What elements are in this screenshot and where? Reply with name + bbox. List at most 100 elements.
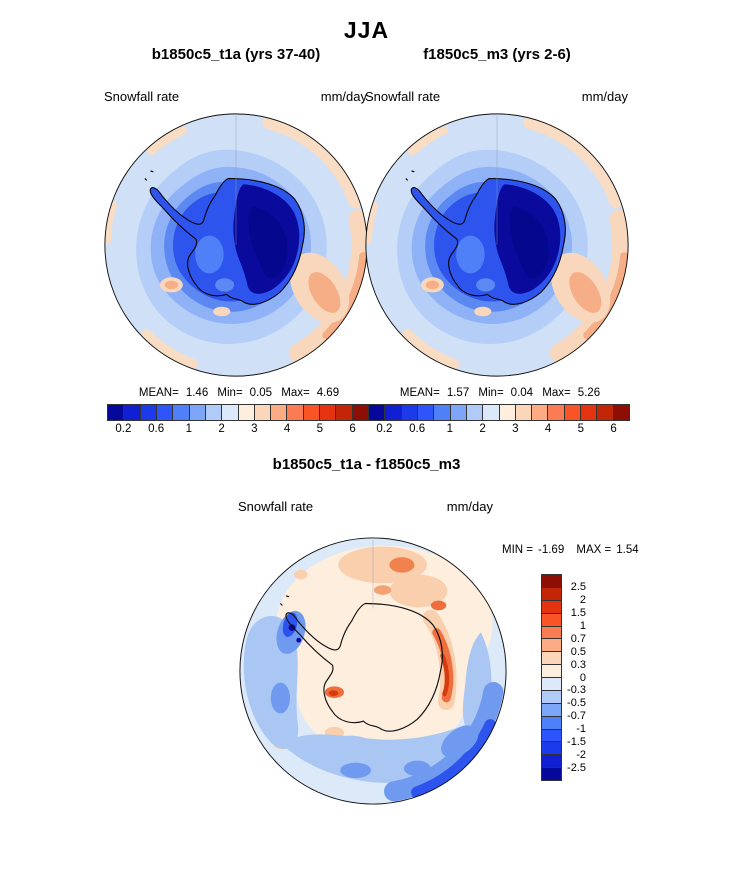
colorbar-segment [352,405,368,420]
colorbar-segment [434,405,451,420]
panel-title-left: b1850c5_t1a (yrs 37-40) [151,46,321,63]
colorbar-segment [542,613,561,627]
colorbar-tick-label: -1.5 [567,736,586,749]
colorbar-segment [466,405,484,420]
colorbar-tick-label: 3 [512,423,519,435]
colorbar-segment [542,716,561,730]
colorbar-tick-label: -0.5 [567,697,586,710]
colorbar-ticks-difference: 2.5 2 1.5 1 0.7 0.5 0.3 0 -0.3 -0.5 -0.7 -1 -1.5 -2 -2… [562,574,586,781]
colorbar-segment [542,690,561,704]
colorbar-segment [542,575,561,588]
colorbar-segment [542,665,561,678]
figure-title: JJA [343,17,390,43]
diff-max-label: MAX = [576,544,612,556]
antarctica-snowfall-map [103,112,369,378]
colorbar-segment [238,405,255,420]
variable-label: Snowfall rate [104,89,180,104]
colorbar-tick-label: 0.2 [376,423,393,435]
colorbar-segment [222,405,239,420]
colorbar-segment [205,405,223,420]
colorbar-segment [542,626,561,640]
antarctica-snowfall-map [364,112,630,378]
colorbar-tick-label: 1 [579,619,586,632]
colorbar-segment [156,405,174,420]
diff-min-value: -1.69 [538,544,565,556]
colorbar-tick-label: 0.7 [570,632,586,645]
min-label: Min= [478,387,504,399]
colorbar-segment [320,405,337,420]
diff-min-label: MIN = [502,544,533,556]
colorbar-segment [564,405,582,420]
colorbar-tick-label: 0.3 [570,658,586,671]
colorbar-segment [499,405,516,420]
colorbar-tick-label: 2 [479,423,486,435]
colorbar-difference [541,574,562,781]
colorbar-tick-label: 5 [577,423,585,435]
colorbar-tick-label: 2 [579,593,586,606]
colorbar-tick-label: 4 [283,423,291,435]
map-difference [238,536,508,806]
colorbar-segment [548,405,565,420]
colorbar-segment [189,405,206,420]
colorbar-tick-label: 2 [218,423,225,435]
colorbar-segment [515,405,533,420]
colorbar-tick-label: 0.2 [115,423,132,435]
colorbar-segment [271,405,288,420]
colorbar-segment [173,405,190,420]
colorbar-tick-label: -1 [576,723,586,736]
colorbar-segment [287,405,304,420]
mean-value: 1.57 [446,387,470,399]
mean-value: 1.46 [185,387,209,399]
colorbar-segment [336,405,353,420]
colorbar-tick-label: 6 [349,423,356,435]
mean-label: MEAN= [399,387,440,399]
map-right-snowfall [364,112,630,378]
colorbar-segment [581,405,598,420]
variable-label: Snowfall rate [365,89,441,104]
colorbar-segment [542,600,561,614]
colorbar-segment [542,729,561,743]
colorbar-tick-label: -0.7 [567,710,586,723]
colorbar-segment [542,703,561,717]
colorbar-segment [542,587,561,601]
colorbar-tick-label: 1 [185,423,193,435]
var-units-row-difference: Snowfall rate mm/day [238,499,493,514]
mean-label: MEAN= [138,387,179,399]
colorbar-segment [450,405,467,420]
colorbar-segment [597,405,614,420]
colorbar-tick-label: 6 [610,423,617,435]
panel-title-right: f1850c5_m3 (yrs 2-6) [423,46,571,63]
diff-max-value: 1.54 [616,544,639,556]
units-label: mm/day [320,89,367,104]
var-units-row-right: Snowfall rate mm/day [365,89,628,104]
colorbar-tick-label: 1 [446,423,454,435]
min-label: Min= [217,387,243,399]
colorbar-tick-label: 0.6 [409,423,426,435]
variable-label: Snowfall rate [238,499,314,514]
stats-right: MEAN= 1.57 Min= 0.04 Max= 5.26 [364,387,630,399]
colorbar-segment [613,405,629,420]
colorbar-segment [303,405,321,420]
colorbar-segment [108,405,125,420]
colorbar-tick-label: -2 [576,749,586,762]
colorbar-segment [385,405,402,420]
colorbar-ticks-left: 0.2 0.6 1 2 3 4 5 6 [107,423,369,437]
colorbar-segment [140,405,157,420]
colorbar-segment [542,768,561,780]
colorbar-segment [417,405,435,420]
colorbar-tick-label: 0.5 [570,645,586,658]
max-label: Max= [542,387,571,399]
colorbar-tick-label: 0.6 [148,423,165,435]
var-units-row-left: Snowfall rate mm/day [104,89,367,104]
colorbar-right [368,404,630,421]
colorbar-segment [542,639,561,653]
antarctica-difference-map [238,536,508,806]
stats-left: MEAN= 1.46 Min= 0.05 Max= 4.69 [103,387,369,399]
map-left-snowfall [103,112,369,378]
colorbar-tick-label: 3 [251,423,258,435]
colorbar-segment [542,652,561,666]
colorbar-tick-label: 5 [316,423,324,435]
colorbar-ticks-right: 0.2 0.6 1 2 3 4 5 6 [368,423,630,437]
panel-title-difference: b1850c5_t1a - f1850c5_m3 [272,456,461,473]
min-value: 0.04 [510,387,534,399]
